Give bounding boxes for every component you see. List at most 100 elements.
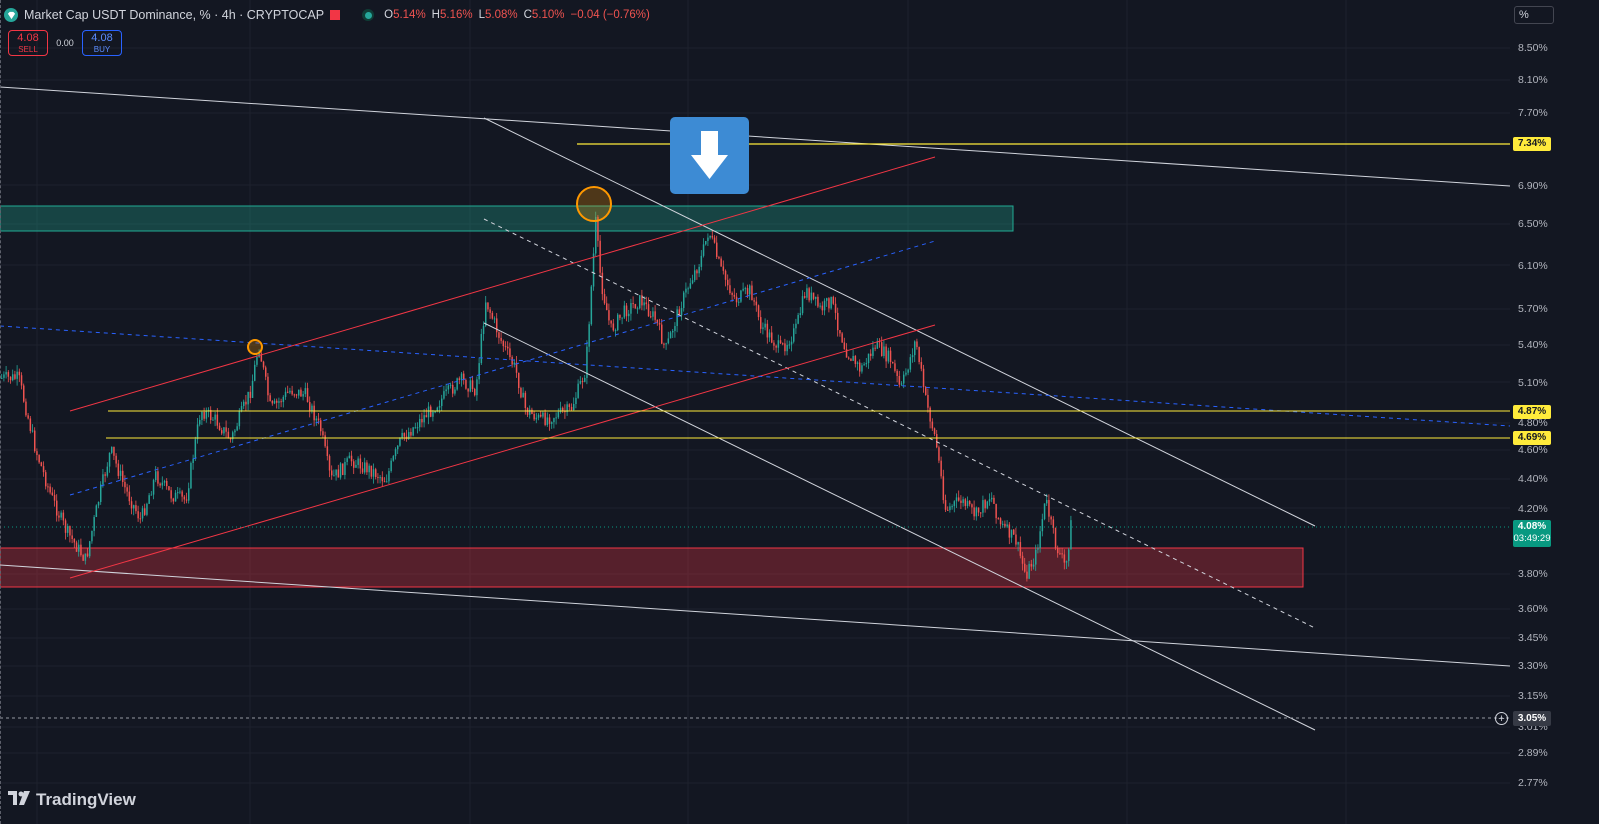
candle-body (705, 241, 707, 245)
candle-body (225, 427, 227, 432)
alert-price-label[interactable]: 3.05% (1513, 711, 1551, 726)
symbol-title[interactable]: Market Cap USDT Dominance, % · 4h · CRYP… (24, 8, 325, 22)
candle-body (265, 367, 267, 377)
candle-body (533, 413, 535, 420)
candle-body (817, 296, 819, 307)
candle-body (1048, 499, 1050, 517)
candle-body (524, 392, 527, 408)
long-downtrend-top[interactable] (0, 86, 1510, 187)
buy-button[interactable]: 4.08 BUY (82, 30, 122, 56)
candle-body (311, 405, 313, 411)
candle-body (432, 411, 434, 417)
local-high-highlight-circle[interactable] (247, 339, 263, 355)
candle-body (58, 515, 60, 518)
candle-body (876, 341, 879, 349)
candle-body (280, 401, 282, 403)
candle-body (929, 407, 931, 422)
candle-body (324, 435, 326, 447)
candle-body (570, 406, 573, 411)
candle-body (740, 290, 742, 302)
symbol-header[interactable]: Market Cap USDT Dominance, % · 4h · CRYP… (4, 6, 650, 24)
candle-body (1013, 529, 1015, 535)
candle-body (1008, 524, 1011, 538)
candle-body (419, 418, 421, 428)
resistance-zone[interactable] (0, 205, 1014, 232)
axis-scale-button[interactable]: % (1514, 6, 1554, 24)
candle-body (157, 471, 159, 484)
candle-body (977, 507, 980, 513)
candle-body (53, 495, 56, 501)
axis-tick-label: 4.40% (1518, 473, 1548, 485)
candle-body (685, 288, 687, 293)
candle-body (1026, 571, 1028, 579)
current-price-label[interactable]: 4.08% 03:49:29 (1513, 520, 1551, 547)
candle-body (342, 463, 344, 475)
candle-body (1004, 523, 1006, 527)
red-channel-upper[interactable] (69, 156, 936, 412)
support-zone[interactable] (0, 547, 1304, 588)
channel-lower-white[interactable] (483, 322, 1316, 731)
candle-body (1035, 549, 1037, 565)
candle-body (771, 332, 773, 343)
candle-body (78, 544, 80, 552)
candle-body (469, 380, 472, 392)
channel-mid-dashed[interactable] (483, 218, 1316, 629)
candle-body (234, 430, 236, 433)
candle-body (273, 400, 276, 404)
candle-body (553, 418, 555, 423)
candle-body (73, 538, 76, 543)
candle-body (416, 427, 419, 429)
candle-body (232, 432, 234, 440)
candle-body (1068, 549, 1070, 562)
candle-body (749, 285, 751, 295)
price-label-7-34[interactable]: 7.34% (1513, 137, 1551, 151)
price-label-4-69[interactable]: 4.69% (1513, 431, 1551, 445)
candle-body (254, 364, 256, 381)
candle-body (727, 279, 729, 286)
candle-body (414, 427, 417, 429)
sell-button[interactable]: 4.08 SELL (8, 30, 48, 56)
candle-body (441, 398, 443, 407)
candle-body (911, 355, 914, 358)
candle-body (447, 385, 450, 390)
chart-canvas[interactable] (0, 0, 1510, 824)
candle-body (931, 421, 934, 429)
tradingview-logo[interactable]: TradingView (8, 790, 136, 810)
candle-body (496, 318, 498, 333)
axis-tick-label: 3.45% (1518, 632, 1548, 644)
candle-body (760, 317, 762, 329)
red-channel-lower[interactable] (69, 324, 936, 579)
candle-body (128, 491, 131, 502)
candle-body (38, 455, 40, 463)
long-downtrend-bottom[interactable] (0, 564, 1510, 667)
down-arrow-icon[interactable] (670, 117, 749, 194)
peak-highlight-circle[interactable] (576, 186, 612, 222)
price-label-4-87[interactable]: 4.87% (1513, 405, 1551, 419)
candle-body (909, 357, 912, 370)
candle-body (757, 305, 760, 318)
candle-body (676, 309, 678, 327)
candle-body (513, 362, 516, 365)
candle-body (491, 312, 494, 319)
candle-body (471, 380, 474, 389)
candle-body (1039, 531, 1041, 549)
candle-body (592, 253, 595, 287)
blue-channel-mid[interactable] (69, 240, 936, 496)
candle-body (619, 314, 621, 318)
candle-body (328, 456, 331, 471)
candle-body (438, 406, 441, 408)
flag-square-icon[interactable] (330, 10, 341, 20)
candle-body (236, 426, 238, 431)
channel-upper-white[interactable] (483, 117, 1316, 527)
candle-body (388, 471, 390, 482)
candle-body (276, 400, 278, 403)
candle-body (170, 490, 172, 499)
candle-body (782, 343, 784, 345)
candle-body (964, 499, 967, 506)
candle-body (1070, 520, 1072, 550)
candle-body (720, 258, 722, 267)
candle-body (185, 499, 188, 501)
plus-circle-icon[interactable]: + (1495, 712, 1508, 725)
axis-tick-label: 5.40% (1518, 339, 1548, 351)
